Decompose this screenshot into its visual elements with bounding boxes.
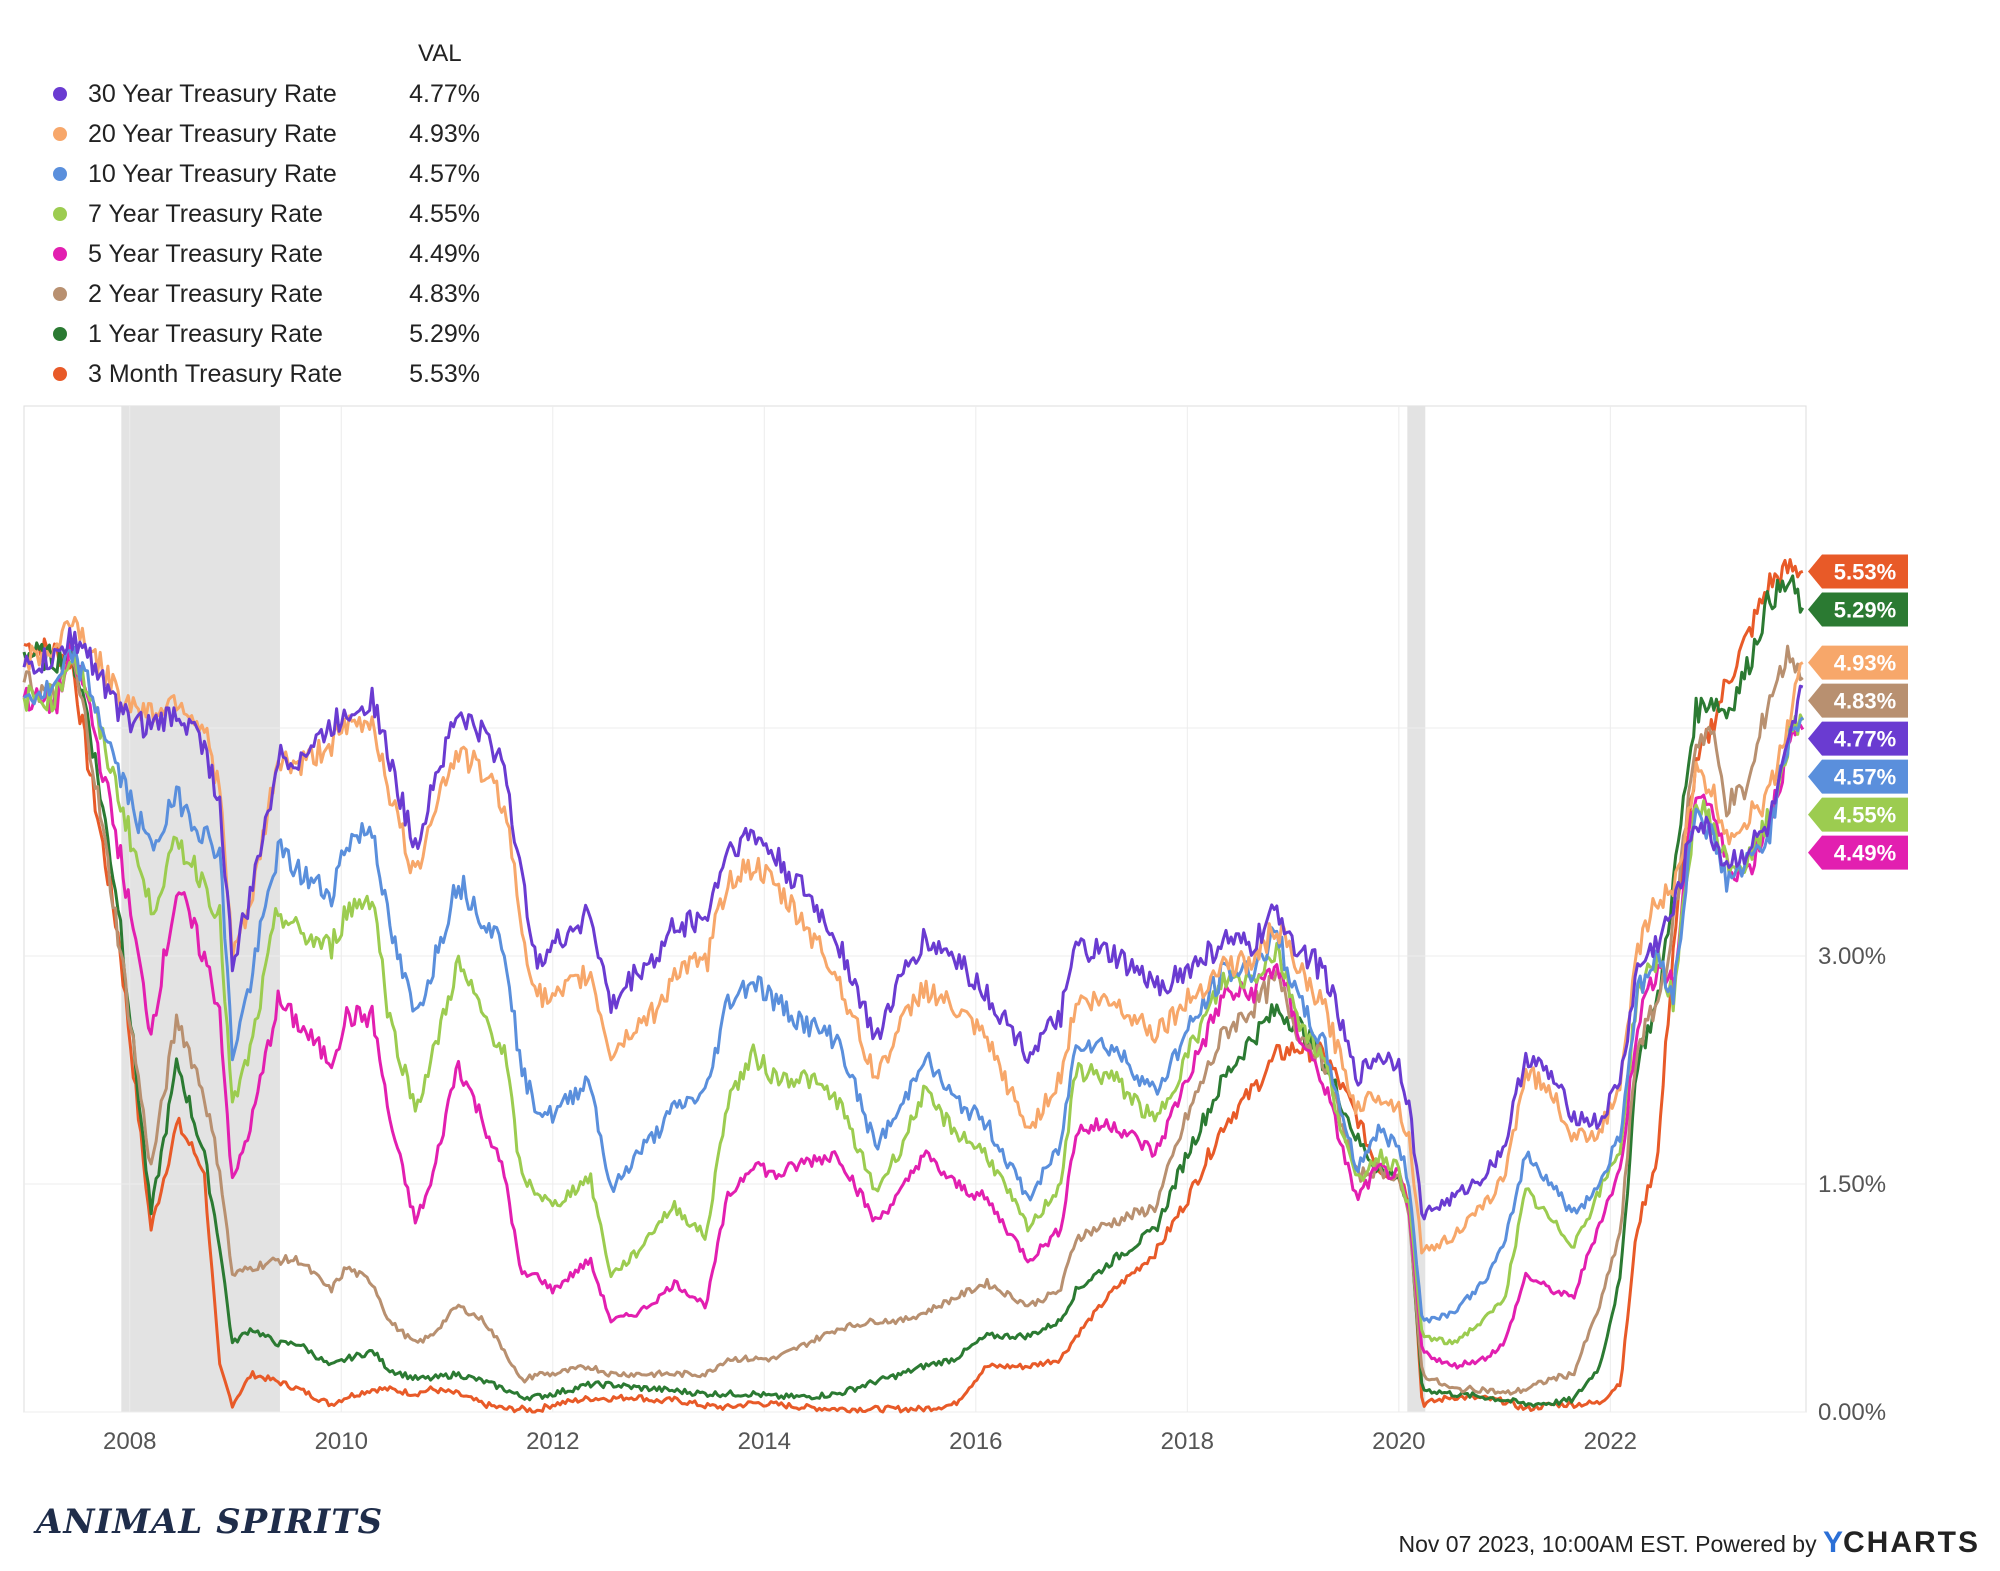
- legend-dot-icon: [53, 87, 67, 101]
- series-line: [22, 574, 1805, 1408]
- legend-value: 4.55%: [409, 200, 480, 228]
- legend-dot-icon: [53, 127, 67, 141]
- y-tick-label: 1.50%: [1818, 1171, 1886, 1198]
- end-value-labels: 5.53% 5.29% 4.93% 4.83% 4.77% 4.57% 4.55% 4.49%: [1808, 554, 1908, 870]
- legend-value: 4.49%: [409, 240, 480, 268]
- legend-item[interactable]: 30 Year Treasury Rate 4.77%: [40, 74, 480, 114]
- end-value-flag: [1808, 645, 1908, 680]
- x-tick-label: 2016: [949, 1428, 1002, 1455]
- legend-item[interactable]: 10 Year Treasury Rate 4.57%: [40, 154, 480, 194]
- series-line: [22, 644, 1804, 1396]
- legend-label: 2 Year Treasury Rate: [88, 280, 323, 308]
- legend-header: VAL: [418, 40, 462, 67]
- series-lines: [22, 558, 1805, 1414]
- end-value-label: 5.53%: [1834, 559, 1896, 584]
- end-value-flag: [1808, 554, 1908, 589]
- end-value-flag: [1808, 683, 1908, 718]
- ycharts-logo-text: CHARTS: [1843, 1526, 1980, 1559]
- legend-value: 4.83%: [409, 280, 480, 308]
- x-tick-label: 2018: [1161, 1428, 1214, 1455]
- end-value-label: 4.49%: [1834, 841, 1896, 866]
- end-value-label: 5.29%: [1834, 597, 1896, 622]
- end-value-label: 4.83%: [1834, 689, 1896, 714]
- legend-label: 1 Year Treasury Rate: [88, 320, 323, 348]
- series-line: [22, 626, 1804, 1221]
- y-tick-label: 3.00%: [1818, 943, 1886, 970]
- legend-value: 4.93%: [409, 120, 480, 148]
- x-tick-label: 2010: [315, 1428, 368, 1455]
- end-value-label: 4.93%: [1834, 651, 1896, 676]
- legend-item[interactable]: 5 Year Treasury Rate 4.49%: [40, 234, 480, 274]
- legend-value: 4.57%: [409, 160, 480, 188]
- timestamp: Nov 07 2023, 10:00AM EST.: [1398, 1531, 1689, 1557]
- y-tick-label: 0.00%: [1818, 1399, 1886, 1426]
- legend-value: 5.53%: [409, 360, 480, 388]
- x-tick-label: 2022: [1584, 1428, 1637, 1455]
- y-axis-ticks: 0.00% 1.50% 3.00%: [1818, 943, 1886, 1426]
- legend-item[interactable]: 7 Year Treasury Rate 4.55%: [40, 194, 480, 234]
- legend-item[interactable]: 1 Year Treasury Rate 5.29%: [40, 314, 480, 354]
- legend-dot-icon: [53, 327, 67, 341]
- end-value-flag: [1808, 835, 1908, 870]
- legend-label: 10 Year Treasury Rate: [88, 160, 337, 188]
- x-tick-label: 2008: [103, 1428, 156, 1455]
- end-value-flag: [1808, 592, 1908, 627]
- series-line: [23, 645, 1804, 1324]
- end-value-flag: [1808, 797, 1908, 832]
- recession-bands: [121, 406, 1426, 1412]
- end-value-label: 4.55%: [1834, 803, 1896, 828]
- end-value-label: 4.77%: [1834, 727, 1896, 752]
- legend-item[interactable]: 2 Year Treasury Rate 4.83%: [40, 274, 480, 314]
- x-axis-ticks: 2008 2010 2012 2014 2016 2018 2020 2022: [103, 1428, 1637, 1455]
- legend-dot-icon: [53, 367, 67, 381]
- legend-label: 7 Year Treasury Rate: [88, 200, 323, 228]
- end-value-flag: [1808, 721, 1908, 756]
- x-tick-label: 2014: [738, 1428, 791, 1455]
- legend-value: 5.29%: [409, 320, 480, 348]
- ycharts-logo-y: Y: [1822, 1526, 1843, 1559]
- legend-dot-icon: [53, 287, 67, 301]
- x-tick-label: 2012: [526, 1428, 579, 1455]
- series-line: [22, 639, 1805, 1370]
- end-value-label: 4.57%: [1834, 765, 1896, 790]
- footer-attribution: Nov 07 2023, 10:00AM EST. Powered by YCH…: [1399, 1526, 1981, 1560]
- recession-band: [121, 406, 280, 1412]
- x-tick-label: 2020: [1372, 1428, 1425, 1455]
- legend-label: 30 Year Treasury Rate: [88, 80, 337, 108]
- legend-item[interactable]: 20 Year Treasury Rate 4.93%: [40, 114, 480, 154]
- powered-by-text: Powered by: [1695, 1531, 1817, 1557]
- gridlines: [24, 406, 1806, 1413]
- brand-logo: ANIMAL SPIRITS: [36, 1502, 384, 1542]
- legend-dot-icon: [53, 167, 67, 181]
- legend-label: 3 Month Treasury Rate: [88, 360, 343, 388]
- legend-value: 4.77%: [409, 80, 480, 108]
- legend-label: 5 Year Treasury Rate: [88, 240, 323, 268]
- legend-dot-icon: [53, 207, 67, 221]
- ycharts-logo[interactable]: YCHARTS: [1823, 1526, 1980, 1559]
- series-line: [23, 615, 1804, 1255]
- series-line: [23, 558, 1804, 1414]
- legend-item[interactable]: 3 Month Treasury Rate 5.53%: [40, 354, 480, 394]
- legend-dot-icon: [53, 247, 67, 261]
- legend-label: 20 Year Treasury Rate: [88, 120, 337, 148]
- end-value-flag: [1808, 759, 1908, 794]
- series-line: [22, 656, 1805, 1346]
